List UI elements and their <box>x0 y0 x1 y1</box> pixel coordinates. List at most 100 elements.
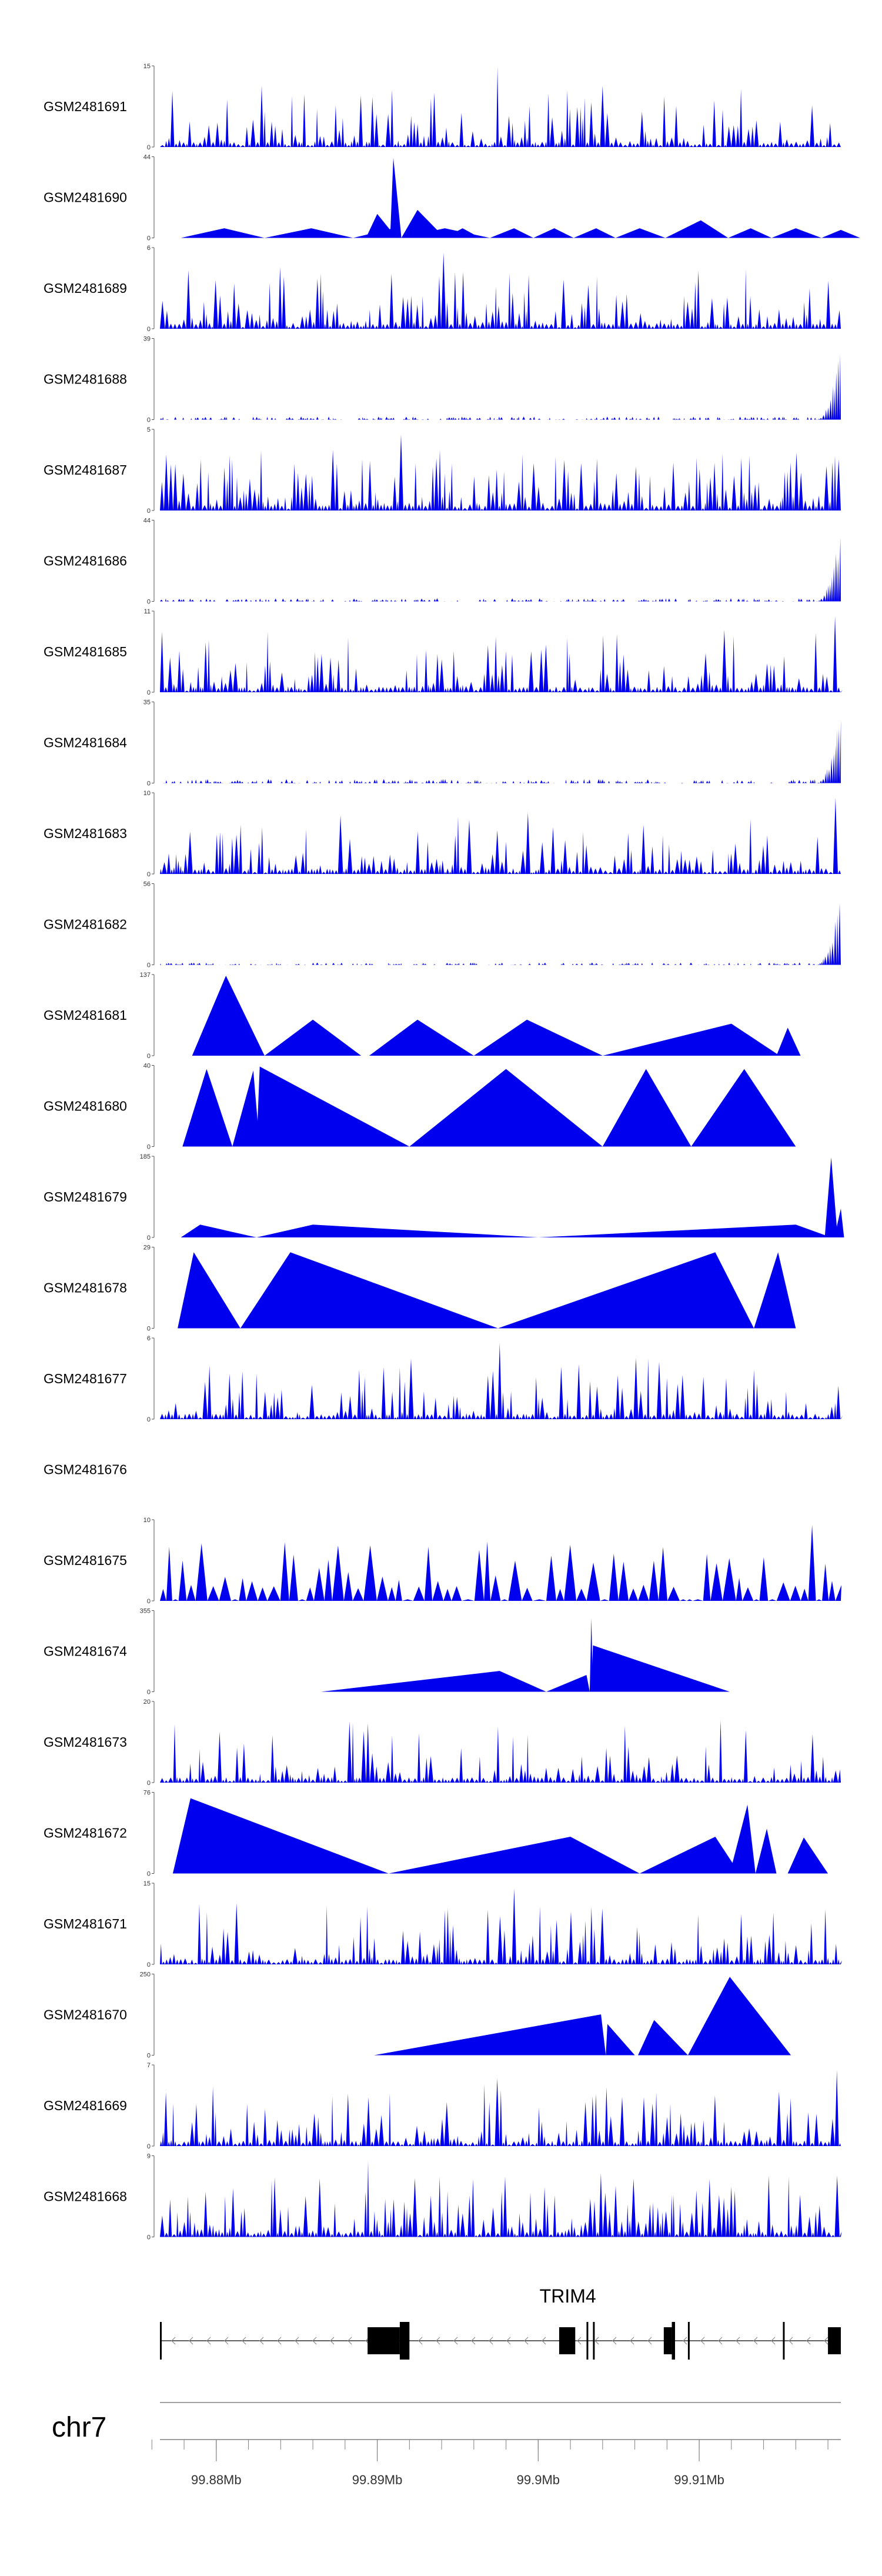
y-max-label: 250 <box>140 1971 151 1978</box>
coverage-peak <box>639 1836 740 1874</box>
track-label: GSM2481682 <box>44 917 127 932</box>
y-min-label: 0 <box>147 780 151 788</box>
coverage-peak <box>181 228 265 238</box>
y-min-label: 0 <box>147 235 151 242</box>
track-label: GSM2481671 <box>44 1916 127 1931</box>
y-max-label: 15 <box>143 63 151 70</box>
track-GSM2481668: GSM2481668 9 0 <box>44 2153 842 2241</box>
y-max-label: 44 <box>143 518 151 525</box>
strand-arrow <box>789 2337 793 2345</box>
coverage-profile <box>160 252 841 329</box>
y-min-label: 0 <box>147 1326 151 1333</box>
strand-arrow <box>542 2337 546 2345</box>
strand-arrow <box>524 2337 529 2345</box>
coverage-peak <box>182 1069 233 1147</box>
gene-exon <box>160 2322 162 2360</box>
coverage-peak <box>834 1209 844 1237</box>
track-GSM2481684: GSM2481684 35 0 <box>44 699 841 788</box>
strand-arrow <box>277 2337 282 2345</box>
track-label: GSM2481673 <box>44 1734 127 1750</box>
axis-tick-label: 99.9Mb <box>517 2472 560 2487</box>
track-GSM2481675: GSM2481675 10 0 <box>44 1517 841 1605</box>
strand-arrow <box>577 2337 582 2345</box>
track-GSM2481678: GSM2481678 29 0 <box>44 1244 796 1333</box>
y-min-label: 0 <box>147 1780 151 1787</box>
gene-exon <box>399 2322 410 2360</box>
coverage-profile <box>160 67 841 147</box>
y-max-label: 76 <box>143 1790 151 1797</box>
strand-arrow <box>736 2337 740 2345</box>
coverage-peak <box>181 1224 257 1237</box>
gene-exon <box>783 2322 785 2360</box>
coverage-tracks: GSM2481691150GSM2481690440GSM248168960GS… <box>44 63 860 2241</box>
coverage-peak <box>232 1070 260 1147</box>
y-max-label: 185 <box>140 1153 151 1160</box>
coverage-profile <box>160 1343 843 1419</box>
coverage-profile <box>160 798 841 874</box>
strand-arrow <box>453 2337 458 2345</box>
track-label: GSM2481683 <box>44 826 127 841</box>
strand-arrow <box>312 2337 317 2345</box>
track-label: GSM2481691 <box>44 99 127 114</box>
axis-tick-label: 99.89Mb <box>352 2472 403 2487</box>
coverage-peak <box>409 1069 603 1147</box>
y-min-label: 0 <box>147 144 151 151</box>
coverage-peak <box>754 1252 796 1329</box>
gene-exon <box>663 2327 672 2354</box>
track-GSM2481688: GSM2481688 39 0 <box>44 336 841 424</box>
strand-arrow <box>242 2337 246 2345</box>
coverage-peak <box>787 1837 828 1874</box>
track-GSM2481674: GSM2481674 355 0 <box>44 1608 730 1696</box>
track-GSM2481682: GSM2481682 56 0 <box>44 881 841 969</box>
coverage-profile <box>160 1524 841 1601</box>
coverage-peak <box>374 2014 606 2056</box>
coverage-peak <box>490 228 534 238</box>
track-GSM2481685: GSM2481685 11 0 <box>44 608 843 696</box>
axis-tick-label: 99.88Mb <box>191 2472 242 2487</box>
track-label: GSM2481678 <box>44 1280 127 1296</box>
track-label: GSM2481670 <box>44 2007 127 2023</box>
coverage-peak <box>824 1157 838 1237</box>
strand-arrow <box>189 2337 193 2345</box>
track-GSM2481673: GSM2481673 20 0 <box>44 1699 841 1787</box>
coverage-peak <box>728 228 772 238</box>
track-label: GSM2481679 <box>44 1189 127 1204</box>
y-min-label: 0 <box>147 1961 151 1968</box>
gene-exon <box>586 2322 589 2360</box>
track-GSM2481690: GSM2481690 44 0 <box>44 154 860 242</box>
coverage-peak <box>546 1674 590 1692</box>
coverage-peak <box>178 1252 240 1329</box>
strand-arrow <box>295 2337 299 2345</box>
y-max-label: 39 <box>143 336 151 343</box>
y-min-label: 0 <box>147 2234 151 2241</box>
y-min-label: 0 <box>147 2143 151 2150</box>
strand-arrow <box>806 2337 811 2345</box>
gene-track: TRIM4 <box>160 2285 841 2360</box>
track-GSM2481691: GSM2481691 15 0 <box>44 63 841 151</box>
coverage-peak <box>591 1645 730 1692</box>
y-max-label: 35 <box>143 699 151 706</box>
strand-arrow <box>436 2337 440 2345</box>
track-GSM2481680: GSM2481680 40 0 <box>44 1063 796 1151</box>
strand-arrow <box>418 2337 423 2345</box>
strand-arrow <box>348 2337 352 2345</box>
track-label: GSM2481677 <box>44 1371 127 1386</box>
y-min-label: 0 <box>147 508 151 515</box>
coverage-peak <box>606 2024 635 2056</box>
strand-arrow <box>330 2337 335 2345</box>
y-max-label: 6 <box>147 1335 151 1342</box>
coverage-peak <box>366 213 397 238</box>
y-max-label: 7 <box>147 2062 151 2069</box>
y-min-label: 0 <box>147 1871 151 1878</box>
gene-exon <box>671 2322 676 2360</box>
track-GSM2481671: GSM2481671 15 0 <box>44 1880 842 1968</box>
strand-arrow <box>612 2337 617 2345</box>
gene-exon <box>687 2322 690 2360</box>
coverage-profile <box>160 2161 842 2237</box>
strand-arrow <box>700 2337 705 2345</box>
strand-arrow <box>718 2337 723 2345</box>
track-GSM2481679: GSM2481679 185 0 <box>44 1153 844 1242</box>
genome-axis: chr7 99.88Mb 99.89Mb 99.9Mb 99.91Mb <box>52 2402 841 2487</box>
coverage-peak <box>771 228 822 238</box>
y-max-label: 10 <box>143 790 151 797</box>
